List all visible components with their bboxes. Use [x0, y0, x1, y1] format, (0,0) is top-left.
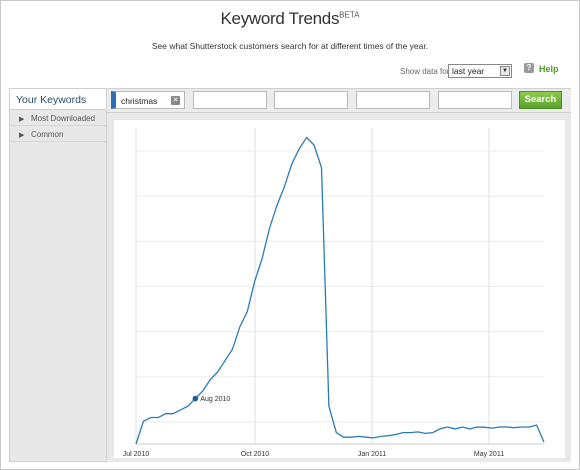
- x-tick-label: May 2011: [474, 451, 504, 458]
- trend-line-christmas: [135, 136, 545, 445]
- trend-chart: Jul 2010 Oct 2010 Jan 2011 May 2011 Aug 201…: [123, 128, 545, 458]
- x-tick-label: Jan 2011: [358, 451, 386, 458]
- sidebar-item-label: Common: [31, 130, 64, 139]
- sidebar-item-label: Most Downloaded: [31, 114, 96, 123]
- period-select[interactable]: last year ▼: [448, 64, 512, 78]
- chart-panel: [114, 120, 565, 458]
- help-link[interactable]: Help: [539, 64, 559, 74]
- keyword-field-2[interactable]: [193, 91, 267, 109]
- keyword-field-value: christmas: [121, 96, 158, 106]
- expand-triangle-icon: ▶: [19, 132, 25, 139]
- keywords-sidebar: Your Keywords ▶ Most Downloaded ▶ Common: [9, 88, 107, 462]
- period-select-value: last year: [452, 66, 485, 76]
- x-tick-label: Oct 2010: [241, 451, 270, 458]
- search-button[interactable]: Search: [519, 91, 562, 109]
- keyword-field-1[interactable]: christmas ✕: [111, 91, 185, 109]
- page-subtitle: See what Shutterstock customers search f…: [151, 41, 429, 51]
- chart-grid: [135, 128, 544, 445]
- x-axis-ticks: Jul 2010 Oct 2010 Jan 2011 May 2011: [123, 451, 504, 458]
- sidebar-item-common[interactable]: ▶ Common: [10, 126, 106, 142]
- show-data-label: Show data for:: [400, 67, 452, 76]
- keyword-field-3[interactable]: [274, 91, 348, 109]
- keyword-field-5[interactable]: [438, 91, 512, 109]
- page-title: Keyword TrendsBETA: [220, 9, 360, 28]
- sidebar-heading: Your Keywords: [10, 89, 106, 110]
- dropdown-arrow-icon[interactable]: ▼: [500, 66, 510, 76]
- help-icon[interactable]: ?: [524, 63, 534, 73]
- expand-triangle-icon: ▶: [19, 116, 25, 123]
- x-tick-label: Jul 2010: [123, 451, 150, 458]
- keyword-field-4[interactable]: [356, 91, 430, 109]
- clear-icon[interactable]: ✕: [171, 96, 180, 105]
- annotation-label: Aug 2010: [200, 396, 230, 403]
- annotation-point: [192, 395, 199, 402]
- sidebar-item-most-downloaded[interactable]: ▶ Most Downloaded: [10, 110, 106, 126]
- beta-badge: BETA: [339, 10, 360, 20]
